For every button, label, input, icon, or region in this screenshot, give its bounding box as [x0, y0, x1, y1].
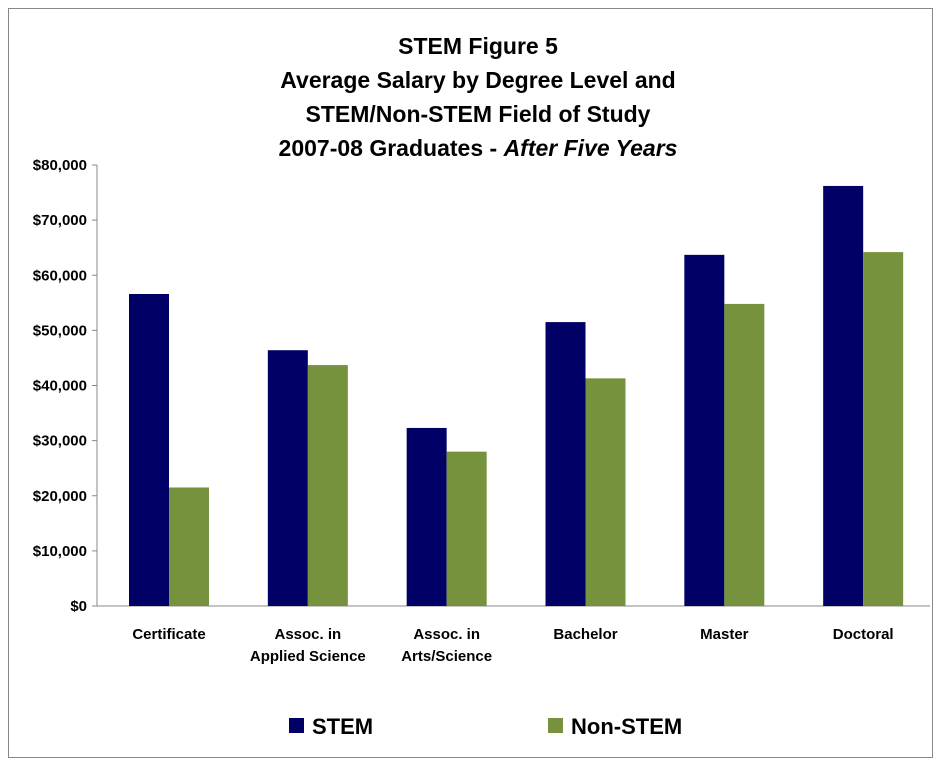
x-category-label: Assoc. in Applied Science — [250, 626, 366, 665]
bar-stem-5 — [823, 185, 864, 606]
x-category-label-line: Certificate — [132, 626, 205, 643]
legend: STEM Non-STEM — [289, 714, 682, 739]
chart-title: STEM Figure 5 Average Salary by Degree Le… — [279, 33, 678, 161]
bar-stem-0 — [129, 293, 169, 606]
title-line-4-part-1: 2007-08 Graduates - — [279, 135, 504, 161]
bar-non-stem-0 — [169, 487, 209, 606]
x-category-label: Bachelor — [553, 626, 617, 643]
bar-stem-2 — [406, 427, 447, 606]
y-tick-label: $40,000 — [33, 378, 87, 395]
y-axis: $0 $10,000 $20,000 $30,000 $40,000 $50,000 $60… — [33, 157, 930, 615]
x-category-label: Assoc. in Arts/Science — [401, 626, 492, 665]
x-category-label-line: Applied Science — [250, 648, 366, 665]
bar-non-stem-5 — [863, 252, 904, 606]
title-line-2-part-1: Average Salary by Degree Level and — [280, 67, 675, 93]
bar-stem-4 — [684, 254, 725, 606]
x-category-label-line: Master — [700, 626, 749, 643]
legend-swatch-non-stem — [548, 718, 563, 733]
y-tick-label: $20,000 — [33, 488, 87, 505]
bar-non-stem-4 — [724, 303, 765, 606]
legend-label-stem: STEM — [312, 714, 373, 739]
x-category-label-line: Assoc. in — [413, 626, 480, 643]
bar-non-stem-3 — [585, 378, 626, 606]
x-category-label: Master — [700, 626, 749, 643]
title-line-3: STEM/Non-STEM Field of Study — [306, 101, 651, 127]
x-category-label: Certificate — [132, 626, 205, 643]
x-category-label-line: Arts/Science — [401, 648, 492, 665]
y-tick-label: $0 — [70, 598, 87, 615]
bar-stem-1 — [267, 350, 308, 606]
y-tick-label: $80,000 — [33, 157, 87, 174]
y-tick-label: $10,000 — [33, 543, 87, 560]
x-axis-labels: Certificate Assoc. in Applied ScienceAssoc… — [132, 626, 893, 665]
bars — [129, 185, 904, 606]
bar-stem-3 — [545, 322, 586, 606]
title-line-1-part-1: STEM Figure 5 — [398, 33, 558, 59]
title-line-2: Average Salary by Degree Level and — [280, 67, 675, 93]
y-tick-label: $50,000 — [33, 322, 87, 339]
x-category-label-line: Bachelor — [553, 626, 617, 643]
legend-swatch-stem — [289, 718, 304, 733]
title-line-4: 2007-08 Graduates - After Five Years — [279, 135, 678, 161]
x-category-label-line: Assoc. in — [274, 626, 341, 643]
title-line-4-part-2: After Five Years — [503, 135, 678, 161]
title-line-3-part-1: STEM/Non-STEM Field of Study — [306, 101, 651, 127]
y-tick-label: $60,000 — [33, 267, 87, 284]
legend-label-non-stem: Non-STEM — [571, 714, 682, 739]
x-category-label: Doctoral — [833, 626, 894, 643]
y-tick-label: $30,000 — [33, 433, 87, 450]
bar-non-stem-2 — [446, 451, 487, 606]
title-line-1: STEM Figure 5 — [398, 33, 558, 59]
y-tick-label: $70,000 — [33, 212, 87, 229]
bar-non-stem-1 — [307, 365, 348, 606]
x-category-label-line: Doctoral — [833, 626, 894, 643]
